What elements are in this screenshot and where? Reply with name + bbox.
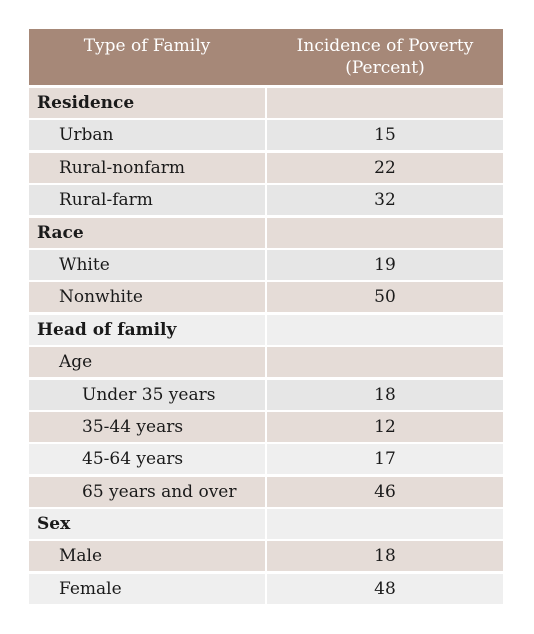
row-label: Female [29,573,265,604]
row-label: Sex [29,509,265,540]
row-value: 50 [267,282,503,313]
row-value: 19 [267,249,503,280]
row-label: Age [29,347,265,378]
poverty-table: Type of Family Incidence of Poverty (Per… [29,29,503,606]
row-label: Male [29,541,265,572]
row-value: 48 [267,573,503,604]
table-row: 45-64 years 17 [29,444,503,475]
table-row: Nonwhite 50 [29,282,503,313]
row-label: 65 years and over [29,476,265,507]
table-row: Urban 15 [29,120,503,151]
table-row: Under 35 years 18 [29,379,503,410]
row-value: 22 [267,152,503,183]
table-row: Race [29,217,503,248]
row-label: Rural-farm [29,185,265,216]
header-incidence-line1: Incidence of Poverty [296,36,474,56]
row-label: Residence [29,88,265,118]
table-header: Type of Family Incidence of Poverty (Per… [29,29,503,85]
table-row: Rural-nonfarm 22 [29,152,503,183]
row-label: Under 35 years [29,379,265,410]
row-label: Head of family [29,314,265,345]
row-value: 18 [267,541,503,572]
row-value: 46 [267,476,503,507]
header-incidence-of-poverty: Incidence of Poverty (Percent) [267,29,503,85]
row-label: 35-44 years [29,411,265,442]
table-row: Residence [29,88,503,118]
row-value [267,347,503,378]
row-label: Rural-nonfarm [29,152,265,183]
row-value [267,314,503,345]
row-label: Race [29,217,265,248]
row-value: 15 [267,120,503,151]
row-label: 45-64 years [29,444,265,475]
row-label: Nonwhite [29,282,265,313]
row-value: 32 [267,185,503,216]
table-row: White 19 [29,249,503,280]
row-value [267,217,503,248]
table-row: Rural-farm 32 [29,185,503,216]
row-label: White [29,249,265,280]
header-incidence-line2: (Percent) [345,58,425,78]
header-type-of-family: Type of Family [83,36,211,56]
row-value [267,88,503,118]
row-value: 18 [267,379,503,410]
table-row: Female 48 [29,573,503,604]
row-value: 17 [267,444,503,475]
table-row: Head of family [29,314,503,345]
table-row: Age [29,347,503,378]
table-row: 65 years and over 46 [29,476,503,507]
row-value [267,509,503,540]
table-row: Sex [29,509,503,540]
table-row: Male 18 [29,541,503,572]
row-label: Urban [29,120,265,151]
row-value: 12 [267,411,503,442]
table-row: 35-44 years 12 [29,411,503,442]
